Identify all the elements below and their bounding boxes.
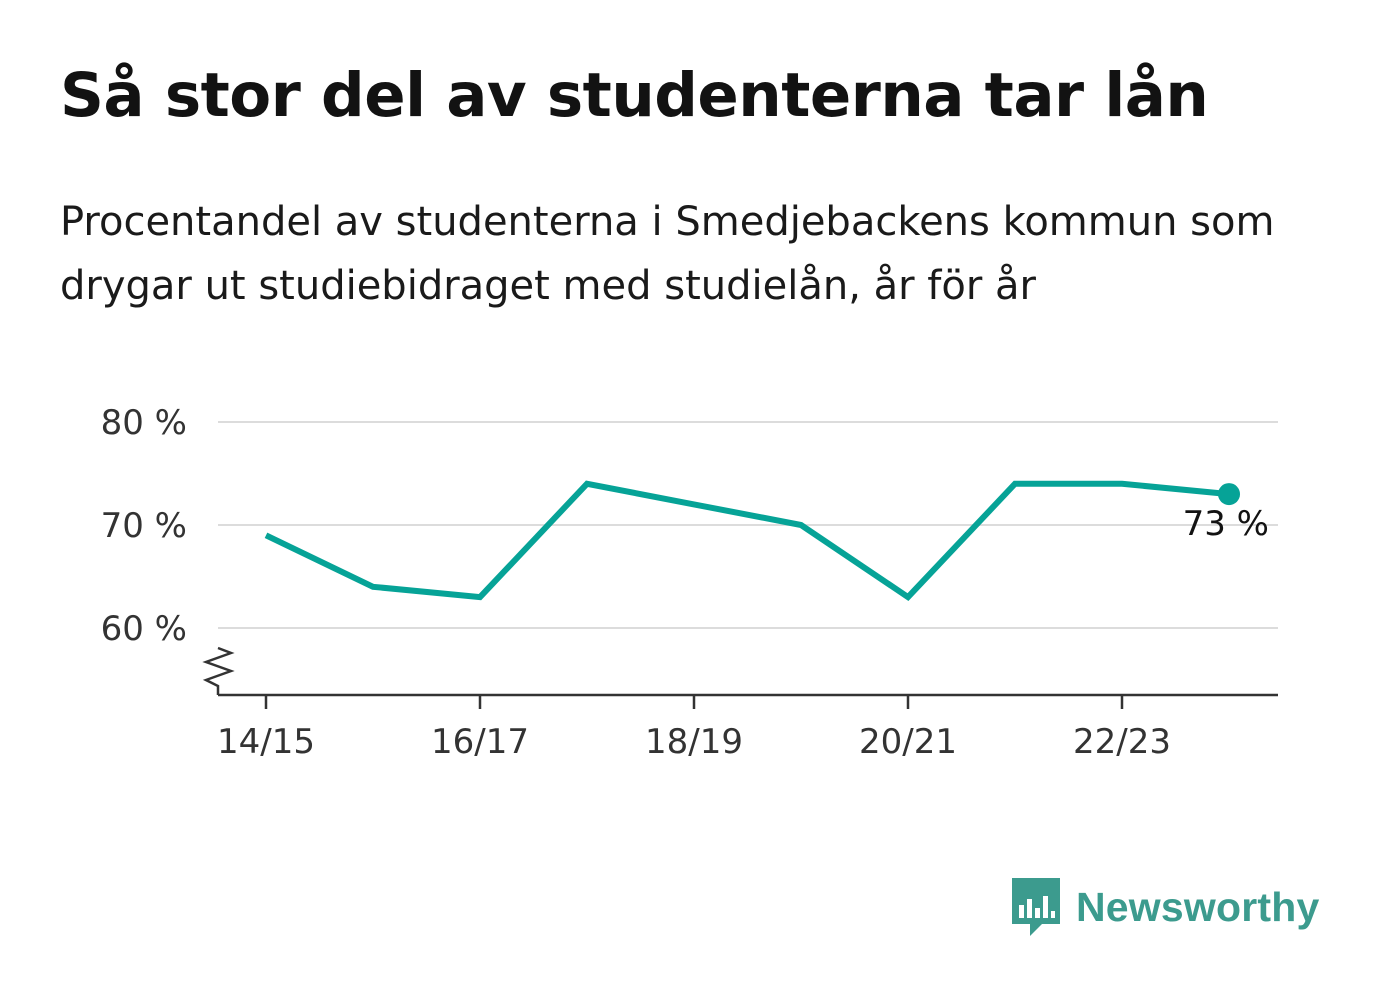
x-tick-label: 22/23 — [1073, 722, 1171, 762]
series-line — [264, 480, 1230, 602]
brand-name: Newsworthy — [1076, 883, 1320, 930]
x-tick-label: 14/15 — [217, 722, 315, 762]
axis-break-zigzag — [202, 646, 235, 695]
x-tick-label: 16/17 — [431, 722, 529, 762]
x-tick-label: 20/21 — [859, 722, 957, 762]
y-tick-label: 70 % — [101, 506, 187, 546]
y-tick-label: 60 % — [101, 609, 187, 649]
y-tick-label: 80 % — [101, 403, 187, 443]
series-layer — [264, 480, 1240, 602]
x-axis — [202, 646, 1278, 709]
x-tick-label: 18/19 — [645, 722, 743, 762]
last-value-label: 73 % — [1183, 504, 1269, 544]
gridlines — [218, 421, 1278, 629]
last-point-marker — [1218, 483, 1240, 506]
chart-title: Så stor del av studenterna tar lån — [60, 60, 1209, 131]
x-axis-labels: 14/15 16/17 18/19 20/21 22/23 — [217, 722, 1171, 762]
chart-subtitle: Procentandel av studenterna i Smedjeback… — [60, 199, 1275, 309]
y-axis-labels: 60 % 70 % 80 % — [101, 403, 187, 649]
bar-chart-speech-bubble-icon — [1012, 878, 1060, 936]
newsworthy-logo: Newsworthy — [1010, 876, 1320, 938]
